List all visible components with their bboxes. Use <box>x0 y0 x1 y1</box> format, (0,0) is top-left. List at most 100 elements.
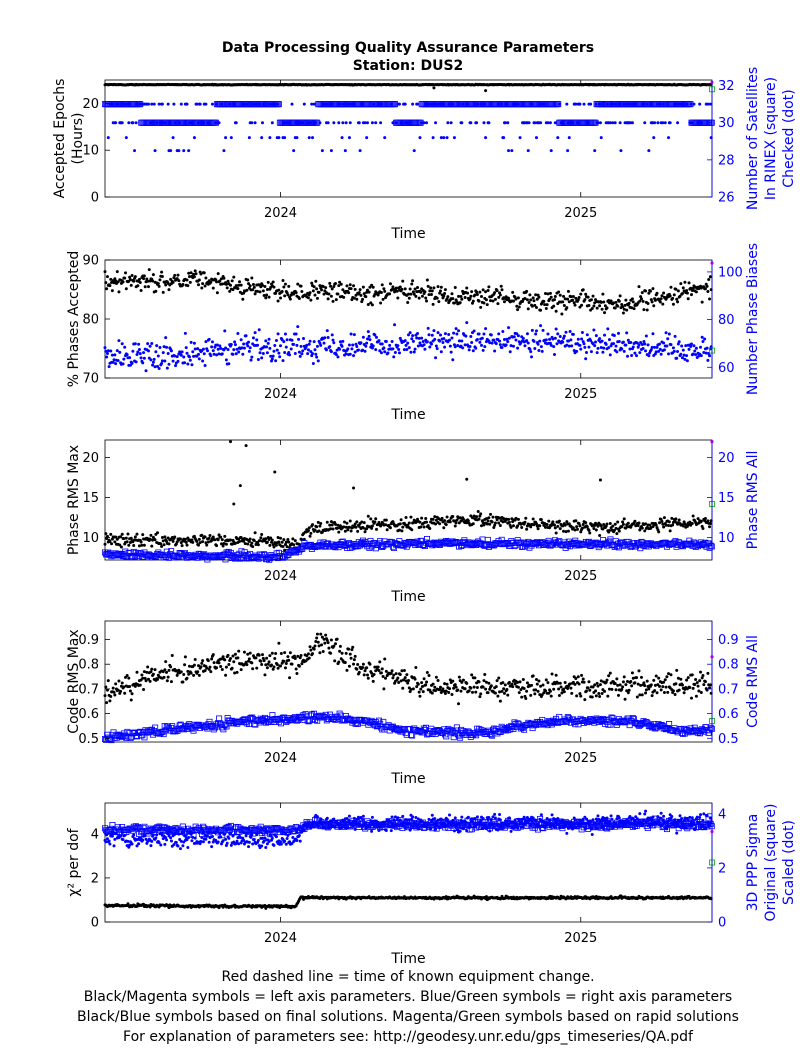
data-point-dot <box>268 543 272 547</box>
data-point-dot <box>314 352 318 356</box>
data-point-dot <box>272 665 276 669</box>
data-point-dot <box>186 362 190 366</box>
data-point-dot <box>162 543 166 547</box>
data-point-dot <box>583 345 587 349</box>
data-point-dot <box>160 362 164 366</box>
data-point-dot <box>206 659 210 663</box>
data-point-dot <box>562 294 566 298</box>
data-point-dot <box>110 542 114 546</box>
data-point-dot <box>315 355 319 359</box>
data-point-dot <box>352 662 356 666</box>
data-point-dot <box>530 102 534 106</box>
data-point-dot <box>441 102 445 106</box>
data-point-dot <box>248 346 252 350</box>
data-point-dot <box>443 332 447 336</box>
data-point-dot <box>446 121 450 125</box>
data-point-dot <box>112 690 116 694</box>
data-point-dot <box>430 333 434 337</box>
data-point-dot <box>211 286 215 290</box>
data-point-dot <box>183 331 187 335</box>
data-point-dot <box>237 649 241 653</box>
data-point-dot <box>625 308 629 312</box>
data-point-dot <box>589 350 593 354</box>
data-point-dot <box>164 121 168 125</box>
data-point-dot <box>131 349 135 353</box>
data-point-dot <box>168 121 172 125</box>
data-point-dot <box>147 268 151 272</box>
data-point-dot <box>211 653 215 657</box>
data-point-dot <box>451 514 455 518</box>
data-point-dot <box>575 349 579 353</box>
data-point-dot <box>483 345 487 349</box>
data-point-dot <box>407 296 411 300</box>
data-point-dot <box>677 340 681 344</box>
data-point-dot <box>467 348 471 352</box>
data-point-dot <box>479 512 483 516</box>
data-point-dot <box>352 333 356 337</box>
data-point-dot <box>200 661 204 665</box>
data-point-dot <box>191 350 195 354</box>
data-point-dot <box>185 676 189 680</box>
data-point-dot <box>539 121 543 125</box>
data-point-dot <box>339 282 343 286</box>
data-point-dot <box>478 340 482 344</box>
data-point-dot <box>283 332 287 336</box>
data-point-dot <box>681 348 685 352</box>
data-point-dot <box>248 284 252 288</box>
data-point-dot <box>105 355 109 359</box>
data-point-dot <box>320 149 324 153</box>
data-point-dot <box>324 348 328 352</box>
data-point-dot <box>491 299 495 303</box>
data-point-dot <box>379 102 383 106</box>
data-point-dot <box>396 344 400 348</box>
data-point-dot <box>120 121 124 125</box>
data-point-dot <box>207 121 211 125</box>
data-point-dot <box>302 102 306 106</box>
data-point-dot <box>166 675 170 679</box>
data-point-dot <box>273 343 277 347</box>
data-point-dot <box>370 303 374 307</box>
data-point-dot <box>458 301 462 305</box>
data-point-dot <box>210 657 214 661</box>
data-point-dot <box>324 633 328 637</box>
data-point-dot <box>586 295 590 299</box>
data-point-dot <box>471 299 475 303</box>
data-point-dot <box>674 517 678 521</box>
data-point-dot <box>372 102 376 106</box>
data-point-dot <box>411 334 415 338</box>
data-point-dot <box>121 280 125 284</box>
outlier-point <box>238 484 242 488</box>
data-point-dot <box>288 353 292 357</box>
data-point-dot <box>196 670 200 674</box>
data-point-dot <box>320 643 324 647</box>
data-point-dot <box>283 651 287 655</box>
data-point-dot <box>295 136 299 140</box>
data-point-dot <box>169 665 173 669</box>
data-point-dot <box>265 666 269 670</box>
data-point-dot <box>509 525 513 529</box>
data-point-dot <box>184 540 188 544</box>
data-point-dot <box>518 136 522 140</box>
data-point-dot <box>274 339 278 343</box>
data-point-dot <box>365 666 369 670</box>
data-point-dot <box>651 332 655 336</box>
data-point-dot <box>114 362 118 366</box>
data-point-dot <box>105 287 109 291</box>
data-point-dot <box>656 121 660 125</box>
data-point-dot <box>302 336 306 340</box>
data-point-dot <box>647 149 651 153</box>
right-tick-label: 26 <box>718 191 735 206</box>
data-point-dot <box>671 346 675 350</box>
data-point-dot <box>287 540 291 544</box>
data-point-dot <box>326 641 330 645</box>
data-point-dot <box>580 303 584 307</box>
data-point-dot <box>173 121 177 125</box>
data-point-dot <box>486 519 490 523</box>
data-point-dot <box>554 531 558 535</box>
data-point-dot <box>215 544 219 548</box>
data-point-dot <box>496 302 500 306</box>
data-point-dot <box>199 665 203 669</box>
data-point-dot <box>644 289 648 293</box>
data-point-dot <box>274 359 278 363</box>
data-point-dot <box>369 517 373 521</box>
